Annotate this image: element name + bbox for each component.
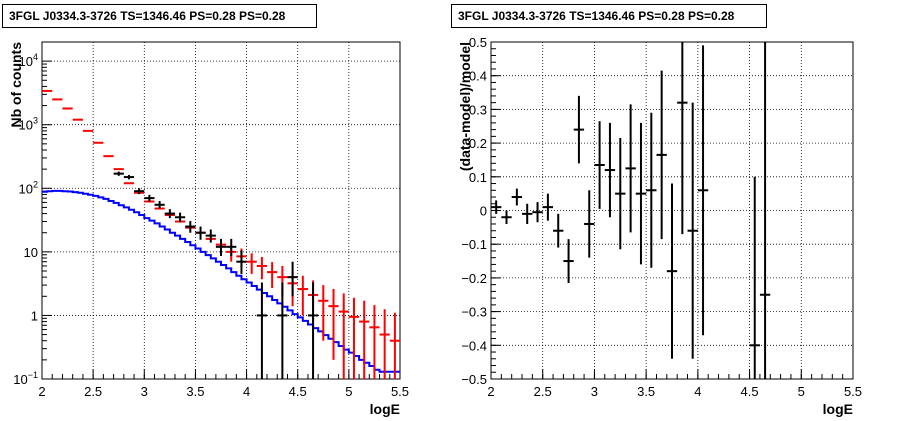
residual-point [677, 42, 688, 235]
y-tick-label: −0.1 [461, 237, 487, 252]
residual-point [749, 176, 760, 379]
data-point [144, 194, 155, 202]
y-axis-label: (data-model)/model [457, 42, 473, 171]
x-tick-label: 3 [591, 384, 598, 399]
data-point [205, 229, 216, 243]
model-point [348, 297, 360, 379]
residual-point [656, 70, 667, 240]
y-tick-label: 104 [19, 52, 38, 69]
residual-point [573, 95, 585, 164]
data-point [287, 261, 298, 297]
x-tick-label: 5.5 [844, 384, 862, 399]
x-tick-label: 4.5 [741, 384, 759, 399]
right-plot-title: 3FGL J0334.3-3726 TS=1346.46 PS=0.28 PS=… [451, 4, 767, 28]
residual-point [594, 121, 605, 209]
residual-point [532, 202, 543, 223]
model-point [359, 300, 370, 379]
residual-point [687, 102, 698, 359]
data-point [226, 238, 237, 257]
y-tick-label: 102 [19, 179, 38, 196]
x-tick-label: 2 [487, 384, 494, 399]
y-tick-label: −0.5 [461, 372, 487, 387]
residual-point [491, 200, 502, 214]
model-point [256, 256, 268, 280]
residual-point [625, 104, 636, 233]
data-point [185, 221, 196, 233]
data-point [215, 238, 227, 257]
residual-point [759, 42, 771, 379]
model-point [297, 275, 308, 316]
data-point [256, 282, 268, 379]
y-tick-label: 0.1 [469, 170, 487, 185]
x-tick-label: 4.5 [289, 384, 307, 399]
x-tick-label: 2.5 [534, 384, 552, 399]
x-tick-label: 5 [798, 384, 805, 399]
x-tick-label: 4 [243, 384, 250, 399]
data-point [164, 209, 175, 219]
data-point [113, 171, 124, 176]
model-step-line [42, 189, 400, 373]
x-tick-label: 4 [694, 384, 701, 399]
residual-point [584, 190, 595, 258]
plot-frame [41, 41, 401, 380]
model-point [318, 285, 329, 341]
data-point [195, 226, 206, 240]
residual-point [563, 239, 574, 283]
model-point [389, 312, 400, 379]
model-point [246, 253, 257, 274]
data-point [277, 282, 288, 379]
y-tick-label: 0.2 [469, 136, 487, 151]
y-tick-label: 10 [24, 245, 38, 260]
data-point [307, 282, 319, 379]
residual-point [522, 203, 533, 224]
model-point [338, 293, 349, 379]
x-tick-label: 5.5 [391, 384, 409, 399]
x-axis-label: logE [823, 401, 853, 417]
counts-spectrum-chart: 2 2.5 3 3.5 4 4.5 5 5.5 10−1 1 10 102 103 104 logE Nb o… [8, 41, 409, 417]
residual-point [511, 188, 523, 206]
residual-point [604, 122, 616, 218]
x-tick-label: 3.5 [186, 384, 204, 399]
y-tick-label: −0.2 [461, 271, 487, 286]
residual-point [646, 112, 657, 268]
residual-point [615, 138, 626, 250]
y-tick-label: −0.3 [461, 305, 487, 320]
residual-point [501, 210, 512, 224]
y-tick-label: −0.4 [461, 338, 487, 353]
model-point [267, 262, 278, 289]
data-point [154, 201, 165, 209]
y-tick-label: 0.4 [469, 69, 487, 84]
residual-point [542, 193, 554, 221]
x-tick-label: 3.5 [637, 384, 655, 399]
y-tick-label: 103 [19, 116, 38, 133]
data-point [236, 250, 247, 274]
x-tick-label: 5 [345, 384, 352, 399]
model-point [379, 309, 390, 379]
y-tick-label: 0.5 [469, 35, 487, 50]
data-point [174, 212, 186, 223]
x-tick-label: 2 [38, 384, 45, 399]
residual-point [666, 183, 678, 359]
x-axis-label: logE [370, 401, 400, 417]
y-tick-label: 10−1 [13, 370, 38, 387]
residual-point [635, 122, 647, 265]
residual-point [697, 45, 709, 336]
x-tick-label: 3 [141, 384, 148, 399]
data-point [123, 174, 135, 180]
model-point [328, 289, 339, 360]
data-point [134, 188, 145, 195]
y-tick-label: 1 [31, 308, 38, 323]
y-tick-label: 0 [480, 204, 487, 219]
x-tick-label: 2.5 [84, 384, 102, 399]
y-axis-label: Nb of counts [8, 42, 24, 128]
left-plot-title: 3FGL J0334.3-3726 TS=1346.46 PS=0.28 PS=… [2, 4, 317, 28]
model-point [369, 305, 380, 379]
y-tick-label: 0.3 [469, 102, 487, 117]
residual-point [553, 213, 564, 248]
residuals-chart: 2 2.5 3 3.5 4 4.5 5 5.5 −0.5 −0.4 −0.3 −0.2 −0.1 0 0.1… [457, 35, 862, 417]
